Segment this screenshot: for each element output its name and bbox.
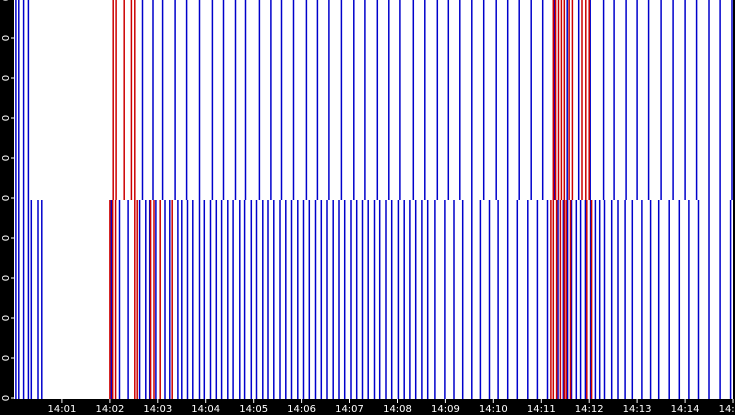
y-tick-label: 0	[1, 315, 12, 321]
x-tick-label: 14:14	[671, 404, 700, 415]
x-tick-label: 14:01	[47, 404, 76, 415]
x-tick-label: 14:15	[719, 404, 735, 415]
x-tick-label: 14:04	[191, 404, 220, 415]
x-tick-label: 14:07	[335, 404, 364, 415]
x-tick-label: 14:10	[479, 404, 508, 415]
y-tick-label: 0	[1, 115, 12, 121]
x-tick-label: 14:09	[431, 404, 460, 415]
x-tick-label: 14:13	[623, 404, 652, 415]
y-tick-label: 0	[1, 235, 12, 241]
y-tick-label: 0	[1, 195, 12, 201]
x-tick-label: 14:06	[287, 404, 316, 415]
y-tick-label: 0	[1, 395, 12, 401]
y-tick-label: 0	[1, 0, 12, 1]
y-tick-label: 0	[1, 35, 12, 41]
x-tick-label: 14:05	[239, 404, 268, 415]
x-tick-label: 14:11	[527, 404, 556, 415]
x-tick-label: 14:12	[575, 404, 604, 415]
y-tick-label: 0	[1, 75, 12, 81]
x-axis-ticks: 14:01 14:02 14:03 14:04 14:05 14:06 14:07 14:08…	[47, 399, 735, 415]
x-tick-label: 14:08	[383, 404, 412, 415]
x-tick-label: 14:02	[95, 404, 124, 415]
y-axis-ticks: 0 0 0 0 0 0 0 0 0 0 0	[1, 0, 14, 401]
y-tick-label: 0	[1, 275, 12, 281]
event-marks	[15, 0, 733, 399]
y-tick-label: 0	[1, 355, 12, 361]
y-tick-label: 0	[1, 155, 12, 161]
plot-area	[14, 0, 733, 399]
x-tick-label: 14:03	[143, 404, 172, 415]
